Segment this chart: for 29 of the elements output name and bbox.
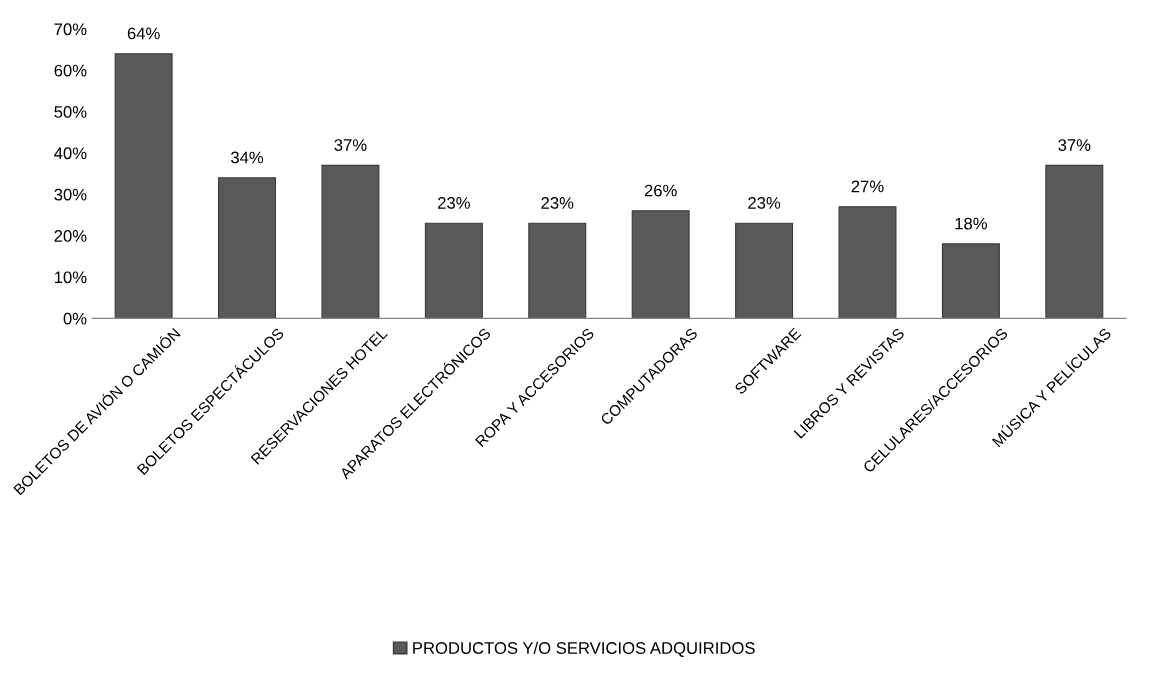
data-label: 23% [748, 197, 781, 209]
bar [631, 210, 690, 319]
legend-label: PRODUCTOS Y/O SERVICIOS ADQUIRIDOS [413, 641, 755, 657]
data-label: 23% [541, 197, 574, 209]
y-tick-label: 20% [54, 230, 87, 242]
bar [114, 53, 173, 319]
y-tick-label: 70% [54, 23, 87, 36]
bar [218, 177, 277, 319]
data-label: 26% [644, 184, 677, 197]
data-label: 27% [851, 180, 884, 193]
y-tick-label: 60% [54, 64, 87, 77]
data-label: 23% [438, 197, 470, 209]
bar [1045, 164, 1104, 319]
data-label: 37% [334, 139, 367, 151]
y-tick-label: 10% [54, 271, 87, 284]
data-label: 34% [230, 151, 264, 164]
bar [321, 164, 380, 319]
y-tick-label: 0% [63, 312, 87, 325]
data-label: 64% [127, 27, 160, 40]
bar [941, 243, 1000, 319]
bar [838, 206, 897, 319]
y-tick-label: 50% [54, 106, 87, 118]
bar [528, 222, 587, 319]
data-label: 37% [1058, 139, 1091, 151]
data-label: 18% [955, 217, 987, 230]
bar [424, 222, 483, 319]
y-tick-label: 30% [54, 188, 87, 201]
y-tick-label: 40% [54, 147, 87, 160]
bar [735, 222, 794, 319]
